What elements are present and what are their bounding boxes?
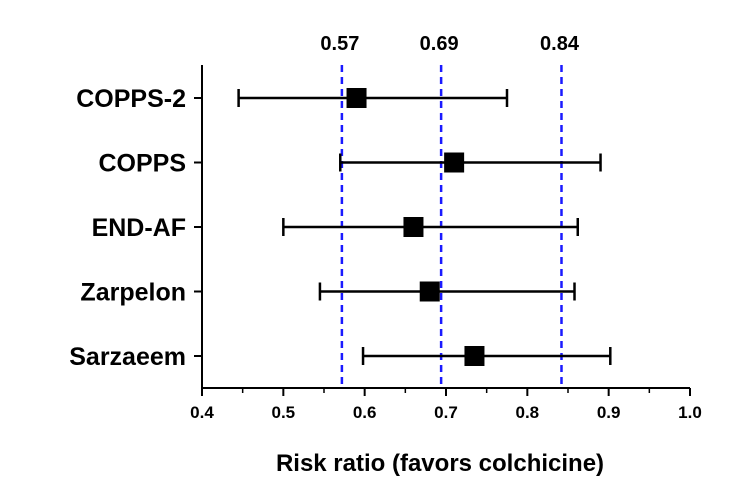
- reference-line-label: 0.69: [420, 33, 459, 55]
- x-tick-label: 0.4: [190, 403, 214, 422]
- x-axis-title: Risk ratio (favors colchicine): [276, 450, 604, 477]
- x-tick-label: 0.5: [272, 403, 296, 422]
- x-tick-label: 0.6: [353, 403, 377, 422]
- estimate-marker: [444, 152, 465, 173]
- estimate-marker: [403, 217, 424, 237]
- category-labels: COPPS-2 COPPS END-AF Zarpelon Sarzaeem: [69, 85, 186, 371]
- estimate-marker: [464, 346, 485, 366]
- estimate-marker: [419, 281, 440, 302]
- point-estimates: [346, 88, 485, 366]
- y-ticks: [194, 97, 202, 357]
- category-label: COPPS: [98, 150, 186, 178]
- reference-line-label: 0.84: [540, 33, 580, 55]
- reference-labels: 0.57 0.69 0.84: [320, 33, 579, 55]
- category-label: COPPS-2: [76, 85, 186, 113]
- confidence-intervals: [237, 89, 612, 365]
- x-tick-label: 0.9: [597, 403, 621, 422]
- estimate-marker: [346, 88, 367, 108]
- x-tick-label: 0.7: [434, 403, 458, 422]
- x-ticks: [201, 388, 691, 396]
- x-tick-labels: 0.4 0.5 0.6 0.7 0.8 0.9 1.0: [190, 403, 702, 422]
- category-label: Zarpelon: [80, 279, 186, 307]
- category-label: Sarzaeem: [69, 343, 186, 371]
- x-tick-label: 0.8: [516, 403, 540, 422]
- x-tick-label: 1.0: [678, 403, 702, 422]
- reference-line-label: 0.57: [320, 33, 359, 55]
- category-label: END-AF: [92, 214, 186, 242]
